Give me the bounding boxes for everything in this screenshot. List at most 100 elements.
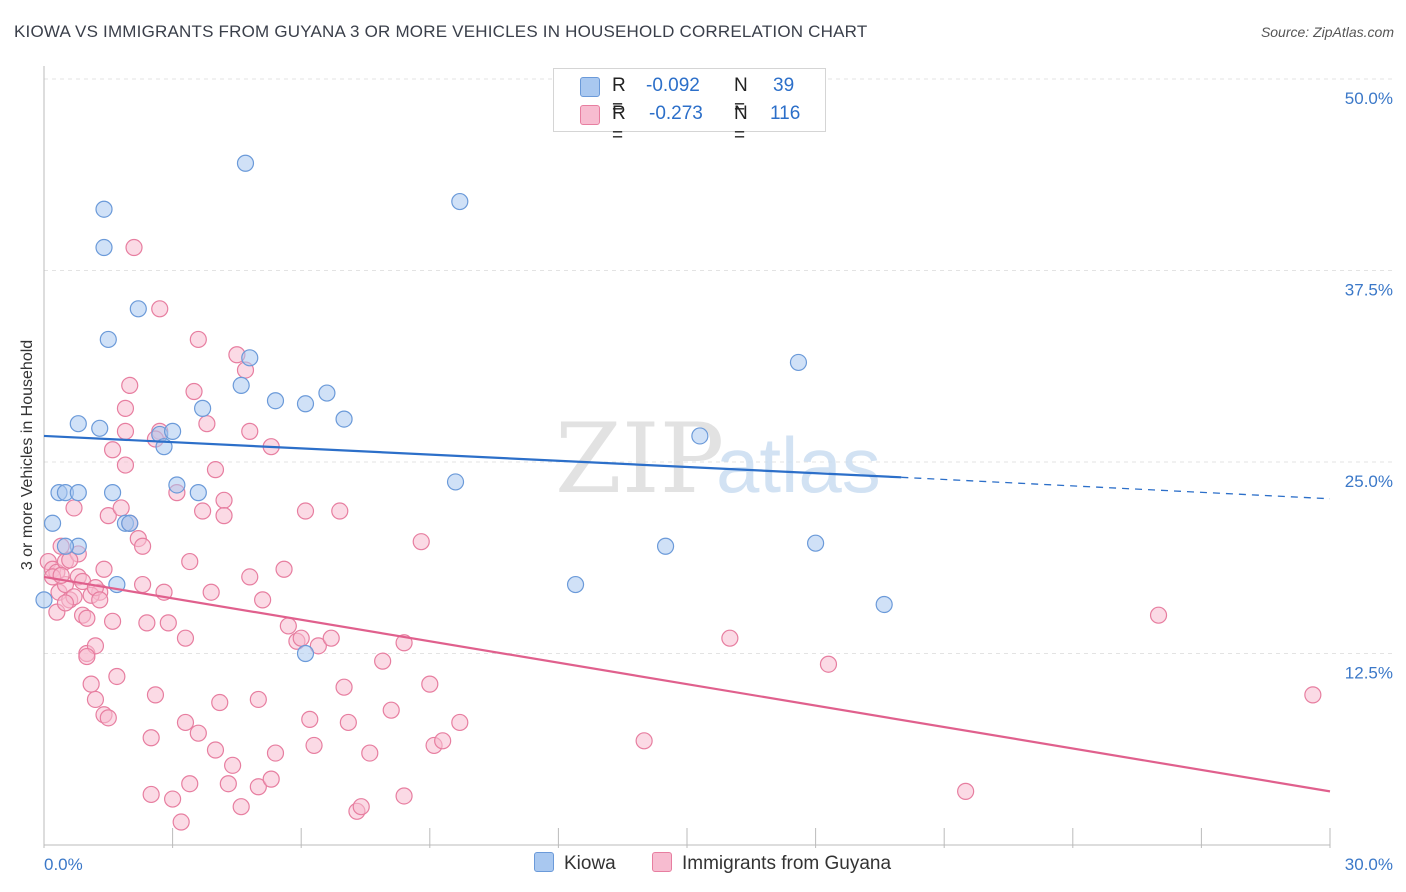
y-tick-label: 25.0% — [1345, 472, 1393, 491]
guyana-point — [176, 629, 195, 647]
guyana-point — [361, 744, 379, 762]
kiowa-point — [43, 514, 62, 532]
legend-r-value: -0.273 — [649, 103, 703, 124]
axes — [43, 66, 1331, 848]
kiowa-point — [318, 384, 336, 402]
legend-n-value: 116 — [770, 103, 801, 124]
legend-r-label: R = — [612, 75, 626, 118]
kiowa-point — [95, 238, 113, 257]
guyana-point — [164, 790, 182, 808]
guyana-point — [721, 629, 739, 647]
guyana-point — [133, 575, 152, 594]
kiowa-point — [121, 514, 139, 532]
y-tick-label: 37.5% — [1345, 281, 1393, 300]
kiowa-point — [69, 484, 87, 502]
guyana-point — [202, 583, 220, 601]
watermark: ZIP atlas — [555, 403, 881, 515]
bottom-legend-swatch-kiowa — [534, 852, 554, 872]
kiowa-point — [806, 534, 825, 552]
guyana-point — [249, 778, 267, 796]
guyana-point — [1149, 606, 1168, 624]
y-tick-label: 12.5% — [1345, 664, 1393, 683]
kiowa-point — [164, 422, 182, 440]
kiowa-point — [691, 427, 709, 445]
guyana-point — [116, 422, 135, 440]
guyana-point — [95, 560, 113, 578]
guyana-point — [224, 756, 242, 774]
legend-r-value: -0.092 — [646, 75, 700, 96]
series-kiowa-points — [35, 154, 893, 663]
x-tick-label-min: 0.0% — [44, 855, 83, 874]
guyana-point — [108, 667, 126, 686]
kiowa-point — [69, 415, 87, 433]
kiowa-point — [875, 595, 893, 614]
guyana-point — [412, 533, 430, 551]
kiowa-point — [451, 192, 469, 211]
guyana-point — [103, 612, 122, 630]
kiowa-point — [446, 473, 465, 491]
kiowa-point — [789, 353, 808, 372]
guyana-point — [121, 376, 139, 394]
guyana-point — [434, 732, 452, 750]
guyana-point — [142, 785, 160, 804]
guyana-point — [189, 724, 207, 742]
guyana-point — [146, 686, 165, 704]
guyana-point — [215, 507, 233, 525]
kiowa-point — [232, 376, 250, 394]
kiowa-trend-line — [43, 434, 902, 479]
guyana-point — [185, 382, 203, 401]
guyana-point — [279, 617, 297, 635]
guyana-point — [219, 775, 237, 793]
guyana-point — [254, 591, 272, 609]
kiowa-point — [236, 154, 255, 172]
kiowa-point — [168, 476, 186, 494]
guyana-point — [112, 499, 130, 517]
guyana-point — [339, 713, 357, 732]
guyana-point — [331, 502, 349, 520]
guyana-point — [65, 499, 83, 517]
bottom-legend-label-guyana: Immigrants from Guyana — [682, 853, 892, 874]
trend-lines — [43, 434, 1331, 793]
guyana-point — [56, 594, 75, 612]
watermark-atlas: atlas — [716, 421, 881, 509]
guyana-point — [138, 614, 156, 632]
guyana-point — [78, 609, 96, 627]
legend: R = -0.092 N = 39 R = -0.273 N = 116 — [553, 68, 826, 146]
kiowa-point — [296, 395, 315, 413]
guyana-point — [819, 655, 838, 673]
legend-r-label: R = — [612, 103, 626, 146]
guyana-point — [275, 560, 293, 578]
guyana-point — [151, 300, 169, 318]
guyana-point — [322, 629, 340, 647]
kiowa-point — [56, 537, 75, 555]
guyana-point — [159, 614, 177, 632]
guyana-point — [181, 775, 199, 793]
guyana-point — [241, 422, 259, 440]
guyana-point — [194, 502, 212, 520]
watermark-zip: ZIP — [555, 403, 724, 515]
kiowa-point — [296, 644, 315, 663]
kiowa-point — [335, 410, 353, 428]
guyana-point — [451, 713, 469, 732]
guyana-point — [395, 787, 413, 805]
legend-n-label: N = — [734, 103, 748, 146]
guyana-point — [241, 568, 259, 586]
kiowa-point — [35, 591, 53, 609]
guyana-point — [395, 634, 413, 652]
kiowa-point — [129, 300, 147, 318]
legend-n-value: 39 — [773, 75, 795, 96]
kiowa-point — [241, 349, 259, 367]
bottom-legend-guyana: Immigrants from Guyana — [652, 852, 891, 875]
guyana-point — [86, 690, 105, 709]
guyana-point — [103, 441, 122, 459]
guyana-point — [249, 690, 267, 709]
kiowa-point — [103, 484, 122, 502]
guyana-point — [335, 678, 353, 696]
guyana-point — [82, 675, 100, 693]
guyana-point — [78, 647, 96, 666]
y-tick-label: 50.0% — [1345, 89, 1393, 108]
guyana-point — [232, 798, 250, 816]
guyana-point — [262, 770, 280, 788]
bottom-legend-kiowa: Kiowa — [534, 852, 616, 875]
